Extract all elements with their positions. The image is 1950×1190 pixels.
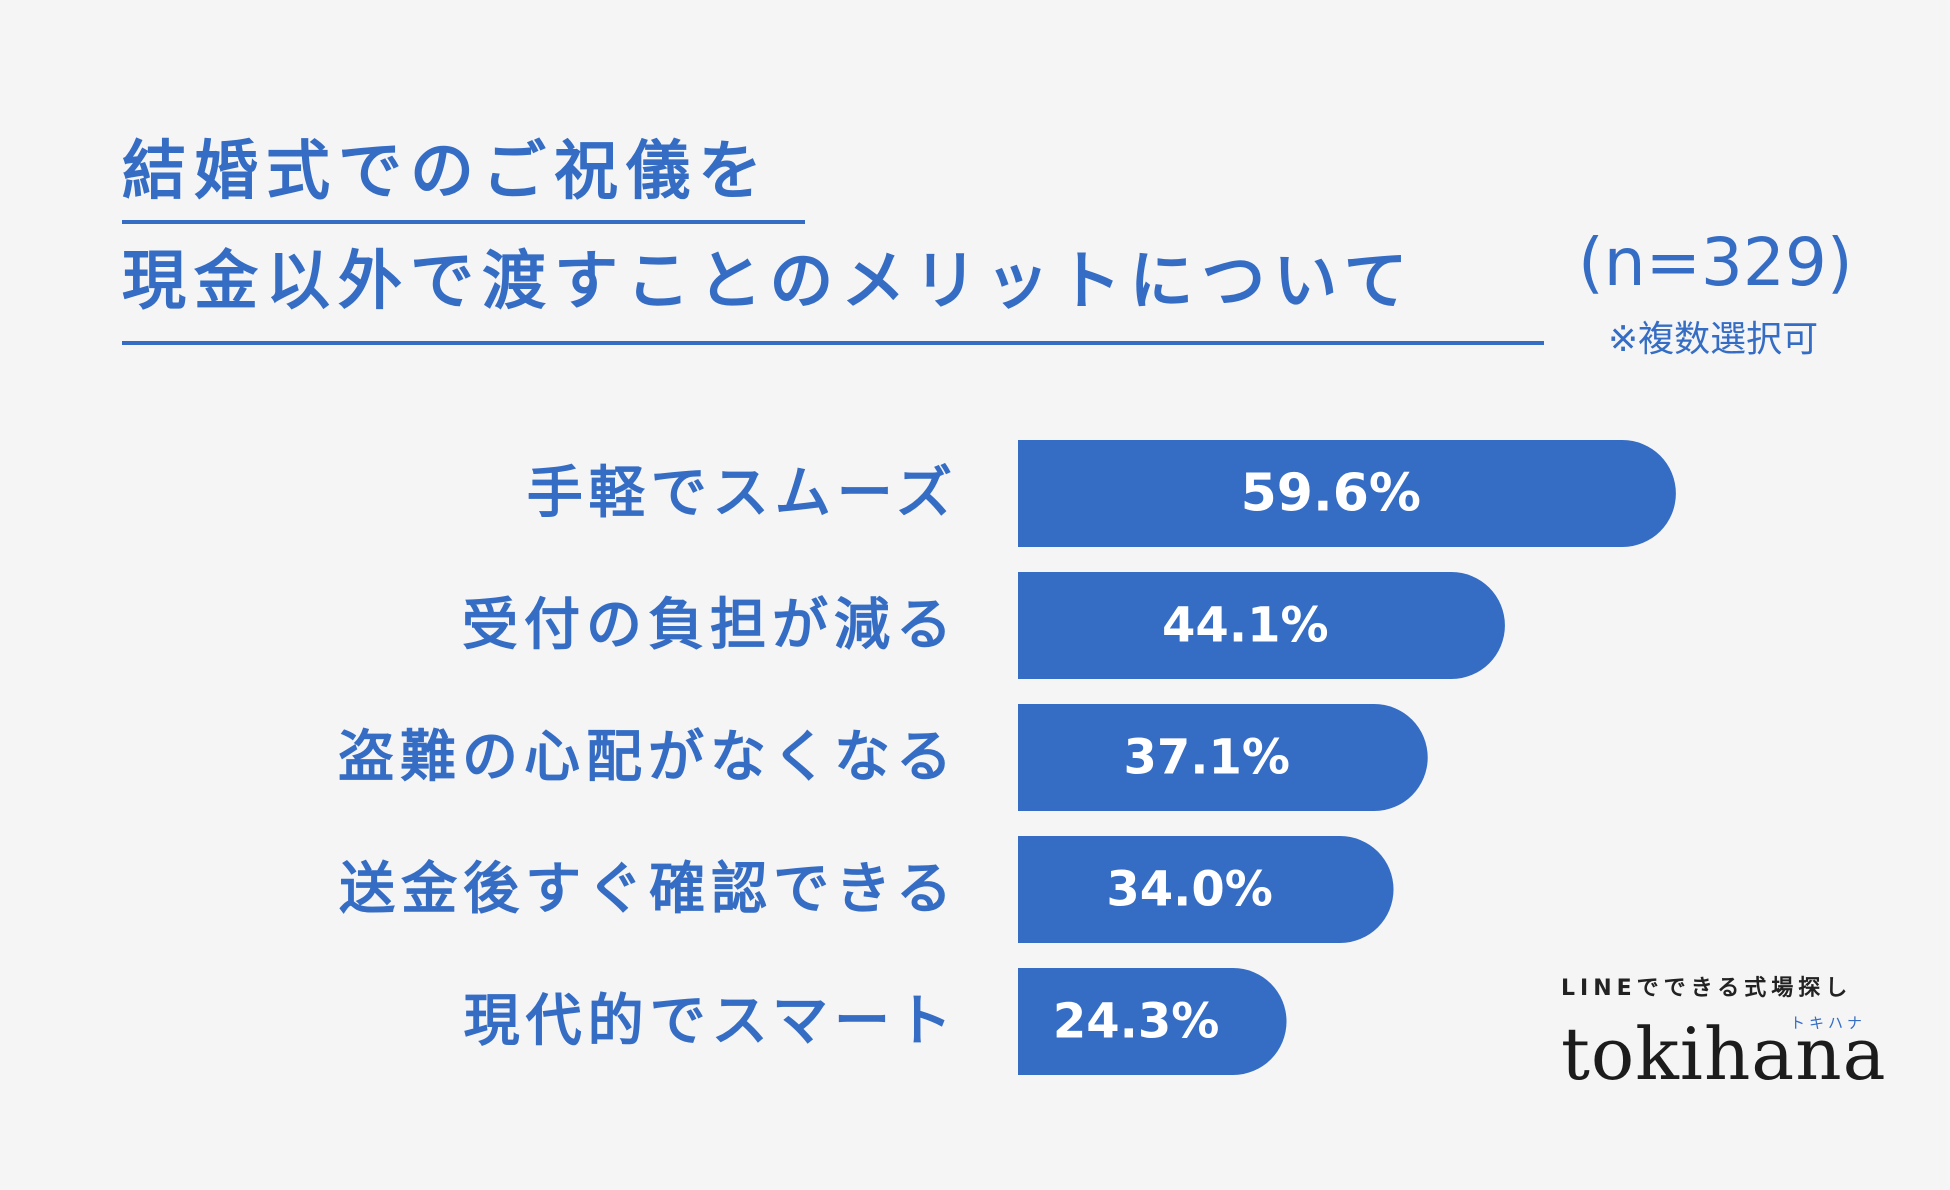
chart-title-line2: 現金以外で渡すことのメリットについて: [122, 245, 1416, 319]
chart-title-line1: 結婚式でのご祝儀を: [122, 135, 770, 209]
sample-size-label: (n=329): [1578, 224, 1853, 301]
category-label-4: 送金後すぐ確認できる: [339, 857, 958, 922]
logo-kana: トキハナ: [1790, 1014, 1867, 1032]
value-label-3: 37.1%: [1123, 730, 1290, 786]
multiple-choice-note: ※複数選択可: [1608, 319, 1819, 360]
value-label-2: 44.1%: [1162, 598, 1329, 654]
logo-wordmark: tokihana: [1561, 1012, 1887, 1096]
bar-4: [1018, 836, 1394, 943]
bar-1: [1018, 440, 1676, 547]
value-label-5: 24.3%: [1053, 994, 1220, 1050]
value-label-1: 59.6%: [1241, 464, 1421, 524]
logo-tagline: LINEでできる式場探し: [1561, 976, 1853, 1001]
category-label-3: 盗難の心配がなくなる: [338, 725, 958, 790]
category-label-2: 受付の負担が減る: [462, 593, 958, 658]
bar-5: [1018, 968, 1287, 1075]
bar-2: [1018, 572, 1505, 679]
title-underline-2: [122, 341, 1544, 345]
bar-3: [1018, 704, 1428, 811]
value-label-4: 34.0%: [1106, 862, 1273, 918]
title-underline-1: [122, 220, 805, 224]
category-label-5: 現代的でスマート: [464, 989, 958, 1054]
category-label-1: 手軽でスムーズ: [527, 461, 958, 526]
